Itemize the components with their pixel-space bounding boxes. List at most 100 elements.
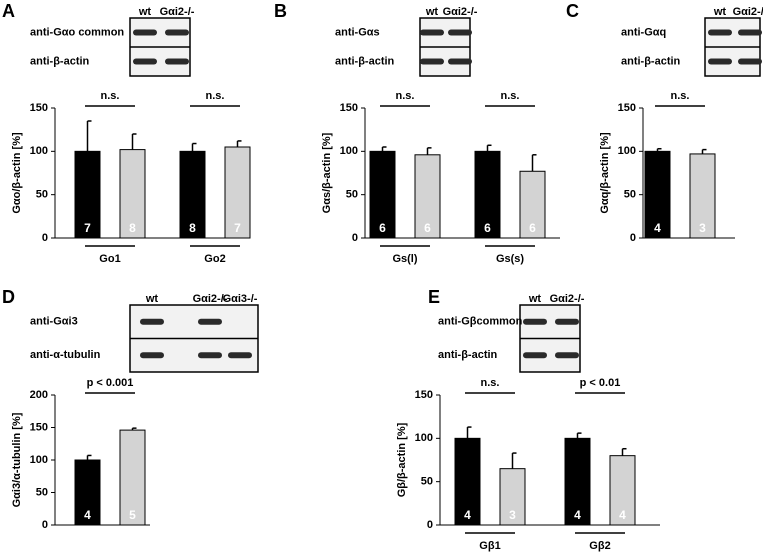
blot-band bbox=[165, 29, 189, 36]
blot-band bbox=[140, 318, 164, 325]
blot-band bbox=[133, 58, 157, 65]
y-tick-label: 100 bbox=[618, 145, 636, 157]
y-tick-label: 150 bbox=[30, 421, 48, 433]
bar bbox=[74, 150, 101, 239]
blot-row-label: anti-Gαi3 bbox=[30, 316, 78, 328]
n-label: 6 bbox=[484, 221, 491, 235]
blot-column-label: wt bbox=[145, 293, 159, 305]
y-axis-label: Gβ/β-actin [%] bbox=[396, 422, 408, 497]
n-label: 7 bbox=[84, 221, 91, 235]
blot-band bbox=[198, 352, 222, 359]
y-tick-label: 100 bbox=[30, 454, 48, 466]
blot-row-label: anti-β-actin bbox=[438, 349, 498, 361]
panel-letter: B bbox=[274, 1, 287, 21]
significance-label: n.s. bbox=[101, 90, 120, 102]
blot-column-label: Gαi2-/- bbox=[443, 6, 478, 18]
n-label: 8 bbox=[189, 221, 196, 235]
significance-label: n.s. bbox=[396, 90, 415, 102]
y-axis-label: Gαi3/α-tubulin [%] bbox=[11, 412, 23, 507]
significance-label: p < 0.01 bbox=[580, 377, 621, 389]
y-tick-label: 0 bbox=[42, 232, 48, 244]
panel-letter: D bbox=[2, 287, 15, 307]
blot-band bbox=[133, 29, 157, 36]
blot-band bbox=[198, 318, 222, 325]
n-label: 6 bbox=[424, 221, 431, 235]
bar bbox=[644, 150, 671, 239]
blot-column-label: Gαi3-/- bbox=[223, 293, 258, 305]
blot-column-label: Gαi2-/- bbox=[193, 293, 228, 305]
bar bbox=[369, 150, 396, 239]
bar bbox=[474, 150, 501, 239]
y-tick-label: 50 bbox=[624, 189, 636, 201]
blot-column-label: wt bbox=[138, 6, 152, 18]
n-label: 3 bbox=[699, 221, 706, 235]
bar bbox=[564, 437, 591, 526]
blot-row-label: anti-β-actin bbox=[335, 55, 395, 67]
group-label: Gβ1 bbox=[479, 540, 500, 552]
bar bbox=[179, 150, 206, 239]
n-label: 4 bbox=[574, 508, 581, 522]
blot-band bbox=[555, 318, 579, 325]
y-tick-label: 150 bbox=[30, 102, 48, 114]
panel-letter: E bbox=[428, 287, 440, 307]
n-label: 4 bbox=[464, 508, 471, 522]
y-tick-label: 50 bbox=[346, 189, 358, 201]
bar bbox=[224, 146, 251, 239]
group-label: Gs(s) bbox=[496, 253, 524, 265]
n-label: 4 bbox=[84, 508, 91, 522]
bar bbox=[499, 468, 526, 526]
blot-row-label: anti-α-tubulin bbox=[30, 349, 101, 361]
blot-band bbox=[228, 352, 252, 359]
n-label: 6 bbox=[529, 221, 536, 235]
y-axis-label: Gαq/β-actin [%] bbox=[599, 132, 611, 214]
significance-label: n.s. bbox=[501, 90, 520, 102]
y-tick-label: 100 bbox=[415, 432, 433, 444]
n-label: 4 bbox=[654, 221, 661, 235]
group-label: Gs(l) bbox=[392, 253, 417, 265]
blot-band bbox=[165, 58, 189, 65]
blot-column-label: wt bbox=[425, 6, 439, 18]
y-tick-label: 0 bbox=[352, 232, 358, 244]
y-axis-label: Gαs/β-actin [%] bbox=[321, 132, 333, 213]
y-tick-label: 0 bbox=[630, 232, 636, 244]
blot-band bbox=[448, 58, 472, 65]
blot-band bbox=[448, 29, 472, 36]
bar bbox=[119, 429, 146, 526]
blot-column-label: wt bbox=[528, 293, 542, 305]
y-tick-label: 200 bbox=[30, 389, 48, 401]
blot-row-label: anti-Gβcommon bbox=[438, 316, 523, 328]
n-label: 8 bbox=[129, 221, 136, 235]
blot-band bbox=[738, 58, 762, 65]
n-label: 3 bbox=[509, 508, 516, 522]
y-tick-label: 100 bbox=[340, 145, 358, 157]
y-tick-label: 50 bbox=[36, 189, 48, 201]
blot-band bbox=[420, 29, 444, 36]
bar bbox=[414, 154, 441, 239]
significance-label: n.s. bbox=[481, 377, 500, 389]
y-tick-label: 150 bbox=[415, 389, 433, 401]
blot-row-label: anti-β-actin bbox=[621, 55, 681, 67]
blot-band bbox=[420, 58, 444, 65]
blot-column-label: Gαi2-/- bbox=[733, 6, 763, 18]
significance-label: p < 0.001 bbox=[87, 377, 134, 389]
blot-band bbox=[738, 29, 762, 36]
y-tick-label: 0 bbox=[42, 519, 48, 531]
y-tick-label: 50 bbox=[421, 476, 433, 488]
y-tick-label: 100 bbox=[30, 145, 48, 157]
blot-column-label: wt bbox=[713, 6, 727, 18]
blot-row-label: anti-Gαo common bbox=[30, 26, 124, 38]
n-label: 6 bbox=[379, 221, 386, 235]
blot-band bbox=[708, 58, 732, 65]
panel-letter: C bbox=[566, 1, 579, 21]
y-tick-label: 0 bbox=[427, 519, 433, 531]
blot-band bbox=[708, 29, 732, 36]
blot-row-label: anti-β-actin bbox=[30, 55, 90, 67]
y-tick-label: 150 bbox=[618, 102, 636, 114]
blot-band bbox=[555, 352, 579, 359]
blot-band bbox=[523, 352, 547, 359]
significance-label: n.s. bbox=[206, 90, 225, 102]
blot-band bbox=[140, 352, 164, 359]
bar bbox=[74, 459, 101, 526]
y-axis-label: Gαo/β-actin [%] bbox=[11, 132, 23, 214]
